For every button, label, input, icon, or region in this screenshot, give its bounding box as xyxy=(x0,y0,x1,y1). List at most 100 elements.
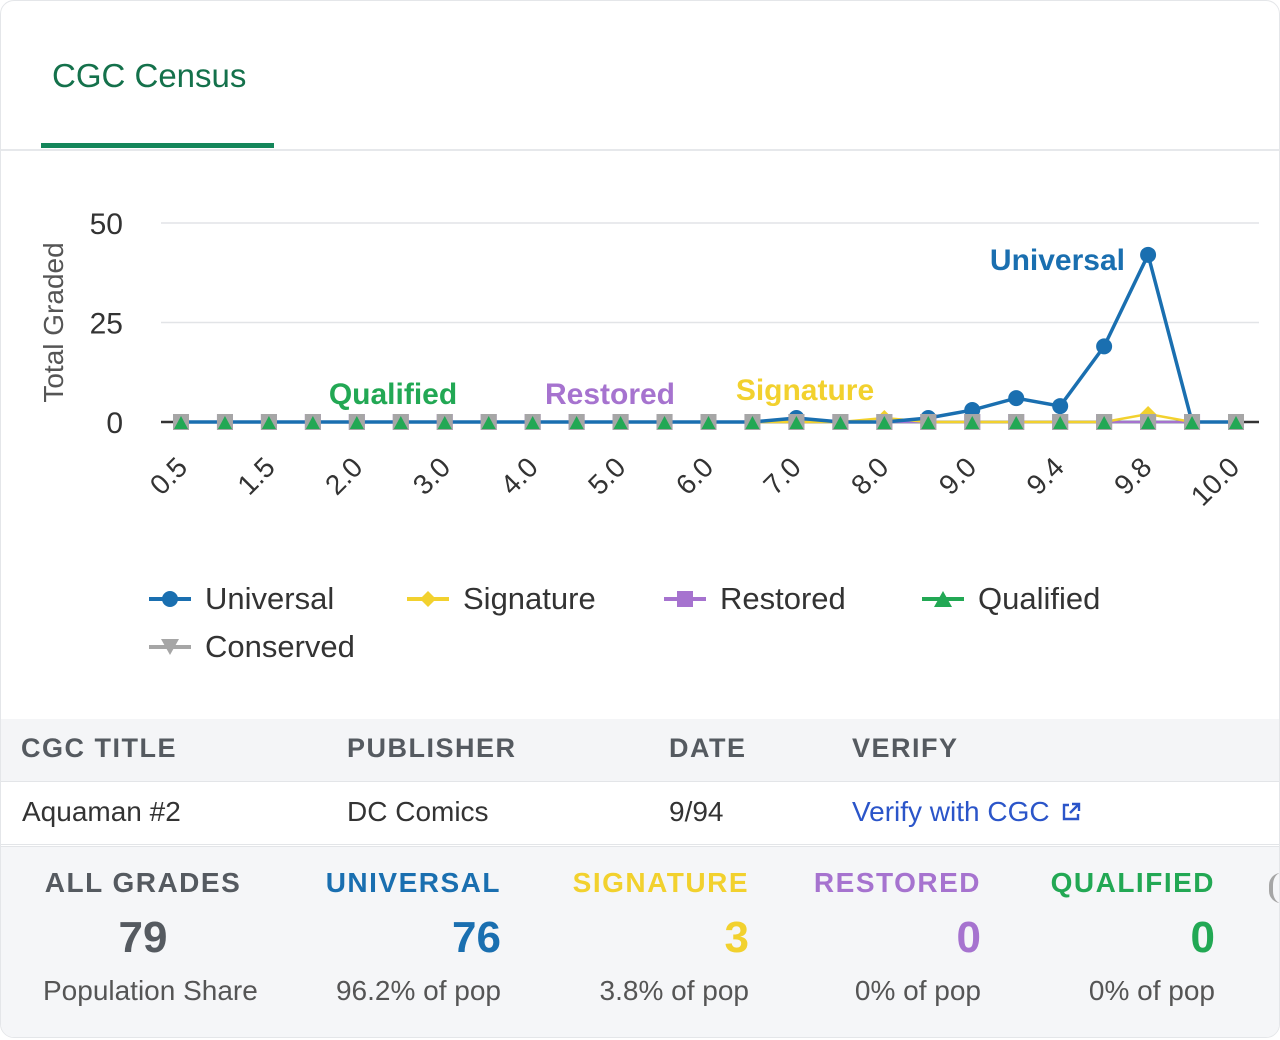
cell-title: Aquaman #2 xyxy=(22,796,181,827)
stat-value: 0 xyxy=(1190,913,1215,962)
data-point-qualified xyxy=(701,416,716,429)
stat-label: QUALIFIED xyxy=(1050,867,1215,898)
column-header-title: CGC TITLE xyxy=(21,733,177,763)
stat-subtext: 0% of pop xyxy=(1088,975,1215,1006)
data-point-qualified xyxy=(1053,416,1068,429)
data-point-qualified xyxy=(1009,416,1024,429)
data-point-qualified xyxy=(393,416,408,429)
stat-label: ALL GRADES xyxy=(44,867,242,898)
stat-subtext: 3.8% of pop xyxy=(599,975,749,1006)
data-point-qualified xyxy=(1229,416,1243,429)
data-point-universal xyxy=(1096,338,1113,355)
data-point-qualified xyxy=(305,416,320,429)
y-tick-label: 25 xyxy=(90,308,123,341)
data-point-qualified xyxy=(1141,416,1156,429)
data-point-qualified xyxy=(1185,416,1200,429)
x-tick-label: 1.5 xyxy=(231,451,280,500)
census-info-table: CGC TITLE PUBLISHER DATE VERIFY Aquaman … xyxy=(1,719,1279,845)
verify-link-label: Verify with CGC xyxy=(852,796,1050,827)
stat-value: 3 xyxy=(724,913,749,962)
data-point-qualified xyxy=(525,416,540,429)
series-annotation: Qualified xyxy=(329,378,457,411)
data-point-qualified xyxy=(965,416,980,429)
active-tab-indicator xyxy=(41,143,274,148)
data-point-qualified xyxy=(921,416,936,429)
table-header: CGC TITLE PUBLISHER DATE VERIFY xyxy=(1,719,1279,782)
x-tick-label: 8.0 xyxy=(845,451,894,500)
data-point-universal xyxy=(1140,246,1157,263)
data-point-qualified xyxy=(217,416,232,429)
tab-cgc-census[interactable]: CGC Census xyxy=(52,57,247,94)
legend-item-restored[interactable]: Restored xyxy=(664,579,846,619)
x-tick-label: 6.0 xyxy=(670,451,719,500)
triangle-down-marker-icon xyxy=(149,639,191,655)
data-point-universal xyxy=(1052,398,1069,415)
stat-subtext: 0% of pop xyxy=(854,975,981,1006)
legend-item-signature[interactable]: Signature xyxy=(407,579,596,619)
data-point-qualified xyxy=(174,416,188,429)
triangle-marker-icon xyxy=(922,591,964,607)
stat-label: UNIVERSAL xyxy=(325,867,501,898)
verify-with-cgc-link[interactable]: Verify with CGC xyxy=(852,796,1082,828)
cell-publisher: DC Comics xyxy=(347,796,489,827)
stat-signature: SIGNATURE 3 3.8% of pop xyxy=(547,867,749,1007)
data-point-qualified xyxy=(745,416,760,429)
data-point-qualified xyxy=(1097,416,1112,429)
x-tick-label: 9.8 xyxy=(1108,451,1157,500)
legend-label: Restored xyxy=(720,581,846,616)
x-tick-label: 3.0 xyxy=(407,451,456,500)
clipped-heading-glyph xyxy=(1269,873,1279,903)
square-marker-icon xyxy=(664,591,706,607)
x-tick-label: 7.0 xyxy=(757,451,806,500)
table-row: Aquaman #2 DC Comics 9/94 Verify with CG… xyxy=(1,782,1279,845)
column-header-verify: VERIFY xyxy=(852,733,959,763)
stat-subtext: Population Share xyxy=(43,975,258,1006)
data-point-qualified xyxy=(437,416,452,429)
data-point-qualified xyxy=(261,416,276,429)
series-annotation: Universal xyxy=(990,244,1125,277)
population-stats: ALL GRADES 79 Population Share UNIVERSAL… xyxy=(1,846,1279,1037)
circle-marker-icon xyxy=(149,591,191,607)
data-point-qualified xyxy=(789,416,804,429)
diamond-marker-icon xyxy=(407,591,449,607)
legend-item-universal[interactable]: Universal xyxy=(149,579,334,619)
legend-item-qualified[interactable]: Qualified xyxy=(922,579,1100,619)
stat-all-grades: ALL GRADES 79 Population Share xyxy=(43,867,258,1007)
x-tick-label: 9.4 xyxy=(1020,451,1069,500)
column-header-publisher: PUBLISHER xyxy=(347,733,517,763)
stat-value: 0 xyxy=(956,913,981,962)
data-point-qualified xyxy=(833,416,848,429)
stat-subtext: 96.2% of pop xyxy=(335,975,501,1006)
legend-label: Signature xyxy=(463,581,596,616)
x-tick-label: 2.0 xyxy=(319,451,368,500)
stat-conserved-clipped xyxy=(1269,867,1279,907)
stat-qualified: QUALIFIED 0 0% of pop xyxy=(1025,867,1215,1007)
external-link-icon xyxy=(1062,802,1080,821)
census-line-chart: 0 25 50 Total Graded 0.5 1.5 2.0 3.0 4.0 5.0 6.0 7.… xyxy=(38,208,1259,512)
data-point-qualified xyxy=(877,416,892,429)
stat-label: RESTORED xyxy=(813,867,981,898)
data-point-qualified xyxy=(481,416,496,429)
series-annotation: Restored xyxy=(545,378,675,411)
cell-date: 9/94 xyxy=(669,796,724,827)
y-axis-label: Total Graded xyxy=(38,242,69,402)
stat-universal: UNIVERSAL 76 96.2% of pop xyxy=(301,867,501,1007)
stat-restored: RESTORED 0 0% of pop xyxy=(791,867,981,1007)
x-tick-label: 5.0 xyxy=(582,451,631,500)
data-point-qualified xyxy=(657,416,672,429)
legend-item-conserved[interactable]: Conserved xyxy=(149,627,355,667)
y-tick-label: 50 xyxy=(90,208,123,241)
x-tick-label: 4.0 xyxy=(494,451,543,500)
legend-label: Qualified xyxy=(978,581,1101,616)
legend-label: Universal xyxy=(205,581,335,616)
data-point-universal xyxy=(1008,390,1025,407)
legend-label: Conserved xyxy=(205,629,355,664)
x-tick-label: 0.5 xyxy=(144,451,193,500)
stat-value: 76 xyxy=(452,913,501,962)
data-point-qualified xyxy=(349,416,364,429)
stat-label: SIGNATURE xyxy=(572,867,749,898)
tab-bar: CGC Census xyxy=(1,1,1279,151)
series-annotation: Signature xyxy=(736,374,874,407)
data-point-qualified xyxy=(613,416,628,429)
